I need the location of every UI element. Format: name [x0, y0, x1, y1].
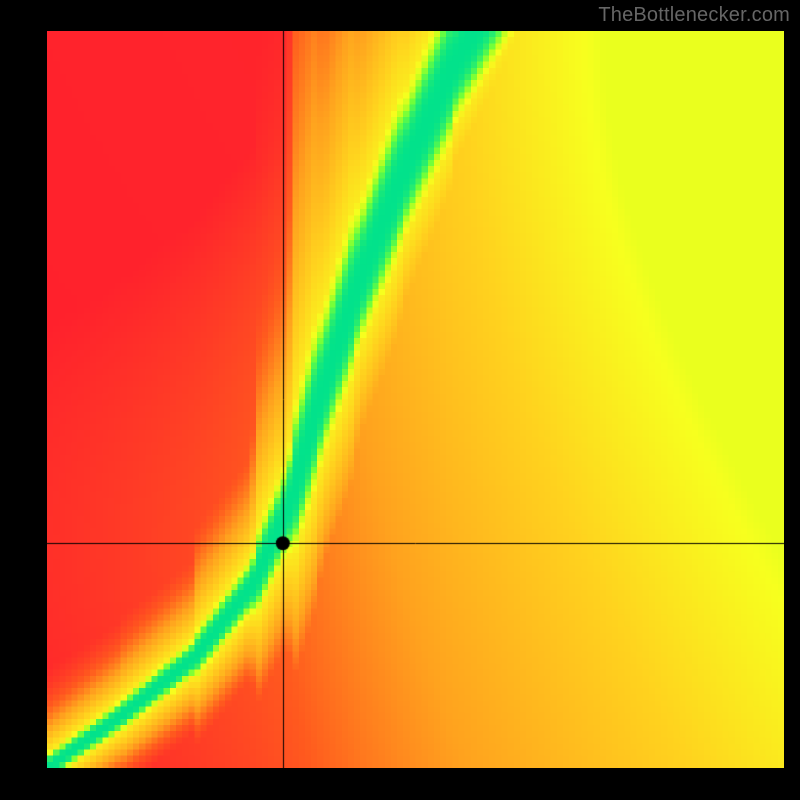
watermark-text: TheBottlenecker.com	[598, 4, 790, 27]
bottleneck-heatmap	[47, 31, 784, 768]
stage: TheBottlenecker.com	[0, 0, 800, 800]
